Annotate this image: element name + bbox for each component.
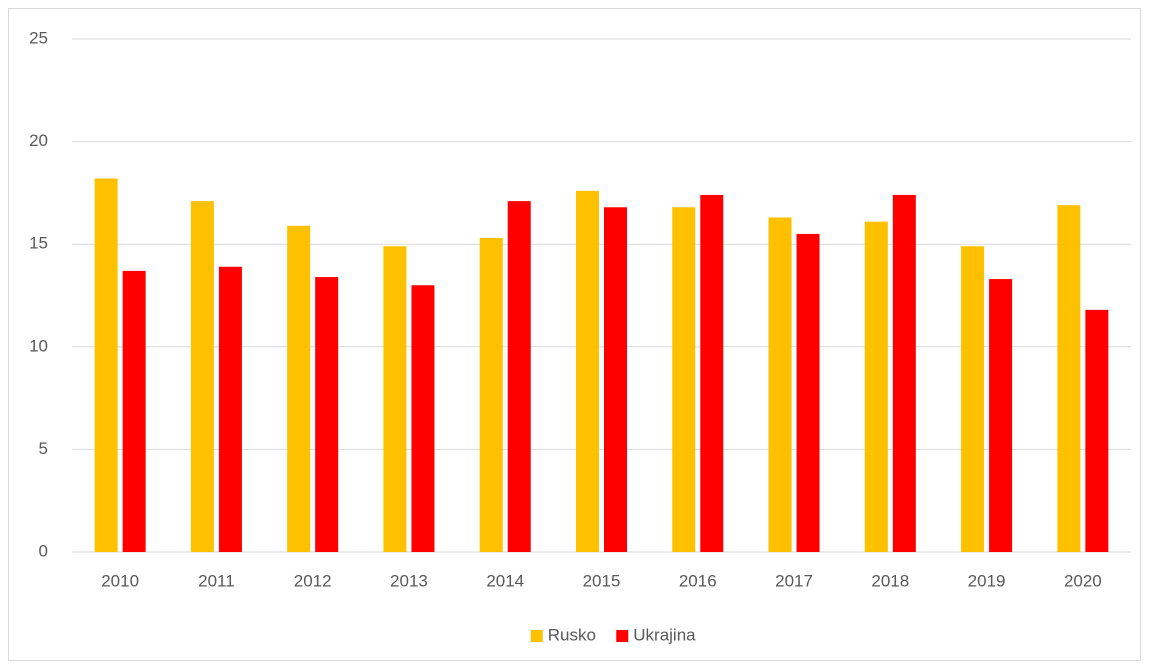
- legend-swatch: [616, 630, 629, 642]
- bar: [411, 285, 435, 552]
- x-tick-label: 2018: [871, 571, 909, 590]
- legend-label: Ukrajina: [633, 625, 696, 644]
- y-tick-label: 20: [29, 131, 48, 150]
- bar: [479, 238, 503, 552]
- bar: [892, 194, 916, 552]
- bar: [315, 277, 339, 552]
- bar: [122, 270, 146, 552]
- x-tick-label: 2014: [486, 571, 524, 590]
- legend-swatch: [530, 630, 543, 642]
- y-tick-label: 10: [29, 336, 48, 355]
- y-tick-label: 0: [39, 541, 48, 560]
- x-tick-label: 2010: [101, 571, 139, 590]
- bar: [287, 225, 311, 552]
- bar: [576, 190, 599, 552]
- bar: [218, 266, 242, 552]
- bar: [768, 217, 792, 553]
- bar: [989, 279, 1013, 552]
- x-tick-label: 2013: [390, 571, 428, 590]
- bar: [1085, 309, 1109, 552]
- y-tick-label: 25: [29, 28, 48, 47]
- x-tick-label: 2016: [679, 571, 717, 590]
- y-tick-label: 15: [29, 234, 48, 253]
- y-tick-label: 5: [39, 439, 48, 458]
- bar: [796, 233, 820, 552]
- x-tick-label: 2015: [583, 571, 621, 590]
- bar: [507, 201, 531, 552]
- x-tick-label: 2020: [1064, 571, 1102, 590]
- x-tick-label: 2011: [198, 571, 235, 590]
- bar: [864, 221, 888, 553]
- x-tick-label: 2017: [775, 571, 813, 590]
- bar: [604, 207, 627, 553]
- bar: [672, 207, 696, 553]
- x-tick-label: 2019: [968, 571, 1006, 590]
- bar: [383, 246, 407, 552]
- bar: [961, 246, 985, 552]
- bar: [190, 201, 214, 552]
- legend-label: Rusko: [548, 625, 596, 644]
- x-tick-label: 2012: [294, 571, 332, 590]
- bar: [1057, 205, 1081, 552]
- bar: [94, 178, 118, 552]
- bar: [700, 194, 724, 552]
